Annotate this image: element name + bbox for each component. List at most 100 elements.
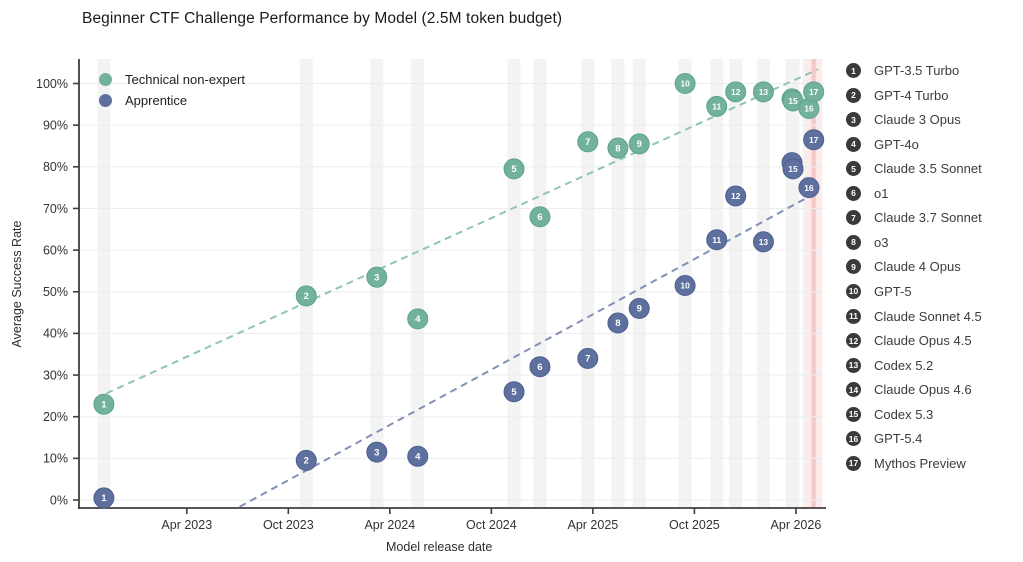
x-tick-label: Oct 2025 bbox=[669, 518, 720, 532]
point-number-label: 15 bbox=[788, 164, 798, 174]
point-number-label: 6 bbox=[537, 362, 542, 373]
y-tick-label: 70% bbox=[43, 202, 68, 216]
legend-label-apprentice: Apprentice bbox=[125, 93, 188, 108]
release-date-band bbox=[581, 59, 595, 508]
legend-item-nonexpert: Technical non-expert bbox=[99, 69, 245, 90]
nonexpert-point-circle bbox=[752, 81, 774, 103]
model-name: Claude 3.7 Sonnet bbox=[874, 210, 982, 226]
apprentice-point-circle bbox=[366, 441, 388, 463]
model-number-badge: 16 bbox=[846, 431, 861, 447]
nonexpert-point-circle bbox=[366, 266, 388, 288]
data-point-apprentice-3: 3 bbox=[366, 441, 388, 463]
model-name: GPT-4o bbox=[874, 136, 919, 152]
data-point-nonexpert-10: 10 bbox=[674, 73, 696, 94]
model-number-badge: 11 bbox=[846, 308, 861, 324]
model-legend-item: 2 GPT-4 Turbo bbox=[846, 85, 948, 105]
data-point-apprentice-2: 2 bbox=[295, 449, 317, 471]
nonexpert-point-circle bbox=[628, 133, 650, 155]
data-point-apprentice-6: 6 bbox=[529, 356, 551, 378]
series-legend: Technical non-expert Apprentice bbox=[99, 69, 245, 111]
model-number-badge: 10 bbox=[846, 283, 861, 299]
release-date-band bbox=[632, 59, 646, 508]
data-point-nonexpert-13: 13 bbox=[752, 81, 774, 103]
apprentice-point-circle bbox=[752, 231, 774, 253]
data-point-apprentice-16: 16 bbox=[798, 177, 820, 199]
nonexpert-point-circle bbox=[706, 95, 728, 117]
point-number-label: 6 bbox=[537, 212, 542, 223]
model-name: GPT-3.5 Turbo bbox=[874, 63, 960, 78]
y-tick-label: 40% bbox=[43, 327, 68, 341]
model-number-badge: 2 bbox=[846, 87, 861, 103]
release-date-band bbox=[729, 59, 743, 508]
nonexpert-point-circle bbox=[607, 137, 629, 159]
model-name: Codex 5.2 bbox=[874, 357, 934, 373]
model-legend-item: 16 GPT-5.4 bbox=[846, 429, 922, 449]
y-tick-label: 30% bbox=[43, 368, 68, 382]
y-tick-label: 50% bbox=[43, 285, 68, 299]
release-date-band bbox=[411, 59, 425, 508]
nonexpert-point-circle bbox=[93, 393, 115, 415]
model-name: o3 bbox=[874, 234, 889, 250]
nonexpert-point-circle bbox=[295, 285, 317, 307]
point-number-label: 17 bbox=[809, 87, 819, 97]
x-tick-label: Apr 2024 bbox=[364, 518, 415, 532]
point-number-label: 3 bbox=[374, 447, 379, 458]
data-point-nonexpert-9: 9 bbox=[628, 133, 650, 155]
apprentice-point-circle bbox=[706, 229, 728, 251]
model-number-badge: 1 bbox=[846, 63, 861, 78]
apprentice-point-circle bbox=[782, 158, 804, 180]
apprentice-point-circle bbox=[674, 275, 696, 297]
data-point-apprentice-5: 5 bbox=[503, 381, 525, 403]
y-tick-label: 20% bbox=[43, 410, 68, 424]
model-name: o1 bbox=[874, 185, 889, 201]
data-point-nonexpert-12: 12 bbox=[725, 81, 747, 103]
point-number-label: 9 bbox=[637, 139, 642, 150]
apprentice-point-circle bbox=[803, 129, 825, 151]
apprentice-point-circle bbox=[93, 487, 115, 509]
nonexpert-point-circle bbox=[577, 131, 599, 153]
model-number-badge: 17 bbox=[846, 455, 861, 471]
point-number-label: 10 bbox=[680, 281, 690, 291]
release-date-band bbox=[507, 59, 521, 508]
nonexpert-point-circle bbox=[725, 81, 747, 103]
data-point-nonexpert-7: 7 bbox=[577, 131, 599, 153]
data-point-nonexpert-6: 6 bbox=[529, 206, 551, 228]
apprentice-point-circle bbox=[725, 185, 747, 207]
highlight-band-core bbox=[811, 59, 816, 508]
data-point-nonexpert-2: 2 bbox=[295, 285, 317, 307]
model-number-badge: 12 bbox=[846, 333, 861, 349]
apprentice-point-circle bbox=[529, 356, 551, 378]
model-legend-item: 17 Mythos Preview bbox=[846, 453, 966, 473]
point-number-label: 10 bbox=[680, 79, 690, 89]
data-point-nonexpert-5: 5 bbox=[503, 158, 525, 180]
model-name: GPT-4 Turbo bbox=[874, 87, 949, 103]
point-number-label: 16 bbox=[804, 183, 814, 193]
release-date-band bbox=[710, 59, 724, 508]
point-number-label: 7 bbox=[585, 354, 590, 365]
y-tick-label: 90% bbox=[43, 118, 68, 132]
chart-title: Beginner CTF Challenge Performance by Mo… bbox=[82, 10, 563, 27]
x-axis-title: Model release date bbox=[386, 540, 493, 554]
point-number-label: 8 bbox=[615, 143, 620, 154]
model-number-badge: 9 bbox=[846, 259, 861, 275]
legend-item-apprentice: Apprentice bbox=[99, 90, 245, 111]
point-number-label: 3 bbox=[374, 272, 379, 283]
point-number-label: 2 bbox=[304, 291, 309, 302]
data-point-apprentice-15: 15 bbox=[782, 158, 804, 180]
data-point-nonexpert-3: 3 bbox=[366, 266, 388, 288]
model-legend-item: 3 Claude 3 Opus bbox=[846, 110, 961, 130]
apprentice-point-circle bbox=[628, 297, 650, 319]
model-number-badge: 5 bbox=[846, 161, 861, 177]
data-point-apprentice-1: 1 bbox=[93, 487, 115, 509]
point-number-label: 4 bbox=[415, 314, 421, 325]
y-tick-label: 80% bbox=[43, 160, 68, 174]
data-point-apprentice-12: 12 bbox=[725, 185, 747, 207]
release-date-band bbox=[97, 59, 111, 508]
x-tick-label: Oct 2024 bbox=[466, 518, 517, 532]
model-legend-item: 7 Claude 3.7 Sonnet bbox=[846, 208, 982, 228]
y-tick-label: 10% bbox=[43, 452, 68, 466]
nonexpert-legend-dot-icon bbox=[99, 73, 112, 86]
point-number-label: 5 bbox=[511, 387, 517, 398]
